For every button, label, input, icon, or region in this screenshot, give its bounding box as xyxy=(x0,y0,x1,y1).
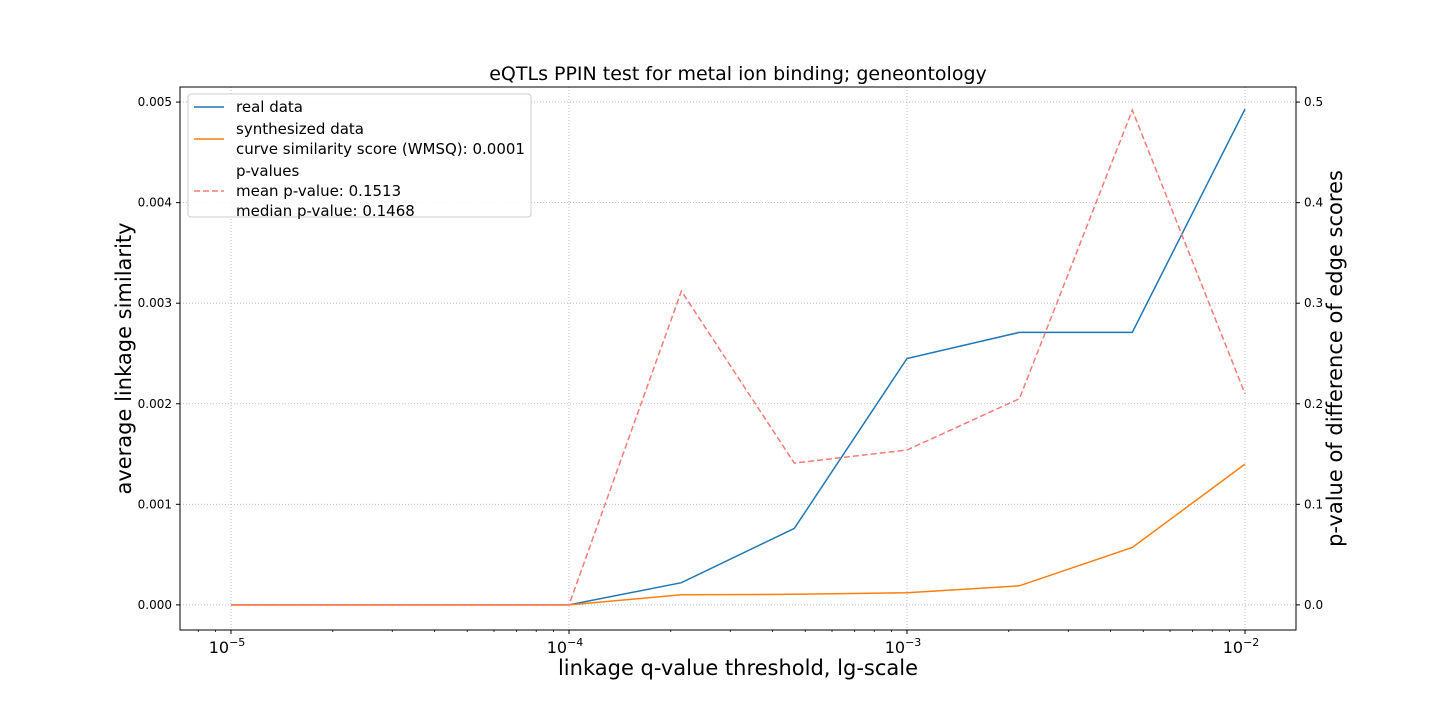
legend-label-1: real data xyxy=(236,98,303,116)
x-tick-exponent: −5 xyxy=(229,636,245,649)
series-line-3 xyxy=(231,108,1246,606)
y2-tick-label: 0.4 xyxy=(1304,196,1323,210)
legend-label-3: p-values xyxy=(236,162,300,180)
series-group xyxy=(231,108,1246,606)
x-tick-base: 10 xyxy=(209,638,229,657)
y2-tick-label: 0.1 xyxy=(1304,497,1323,511)
legend-detail: curve similarity score (WMSQ): 0.0001 xyxy=(236,140,525,158)
y-tick-label: 0.004 xyxy=(138,196,172,210)
series-line-2 xyxy=(231,463,1246,606)
ticks: 10−5 10−4 10−3 10−20.0000.0010.0020.0030.00… xyxy=(138,95,1323,657)
y-tick-label: 0.005 xyxy=(138,95,172,109)
x-tick-exponent: −3 xyxy=(905,636,921,649)
y2-axis-label: p-value of difference of edge scores xyxy=(1323,170,1347,547)
y-tick-label: 0.002 xyxy=(138,397,172,411)
x-tick-exponent: −4 xyxy=(567,636,583,649)
y2-tick-label: 0.3 xyxy=(1304,296,1323,310)
x-tick-base: 10 xyxy=(547,638,567,657)
y-tick-label: 0.001 xyxy=(138,497,172,511)
x-tick-exponent: −2 xyxy=(1243,636,1259,649)
x-axis-label: linkage q-value threshold, lg-scale xyxy=(558,656,918,680)
plot-area-frame xyxy=(179,86,1297,631)
x-tick-label: 10−5 xyxy=(209,636,246,657)
series-line-1 xyxy=(231,108,1246,606)
x-tick-label: 10−3 xyxy=(885,636,922,657)
x-tick-base: 10 xyxy=(1223,638,1243,657)
y2-tick-label: 0.5 xyxy=(1304,95,1323,109)
chart-title: eQTLs PPIN test for metal ion binding; g… xyxy=(489,63,987,85)
legend-label-2: synthesized data xyxy=(236,120,364,138)
y-tick-label: 0.000 xyxy=(138,598,172,612)
y2-tick-label: 0.2 xyxy=(1304,397,1323,411)
x-tick-base: 10 xyxy=(885,638,905,657)
legend-detail: median p-value: 0.1468 xyxy=(236,202,415,220)
legend-detail: mean p-value: 0.1513 xyxy=(236,182,401,200)
y2-tick-label: 0.0 xyxy=(1304,598,1323,612)
x-tick-label: 10−4 xyxy=(547,636,584,657)
x-tick-label: 10−2 xyxy=(1223,636,1260,657)
y-axis-label: average linkage similarity xyxy=(112,222,136,494)
legend-frame xyxy=(187,93,532,218)
legend: real data synthesized data curve similarit… xyxy=(187,93,532,220)
y-tick-label: 0.003 xyxy=(138,296,172,310)
